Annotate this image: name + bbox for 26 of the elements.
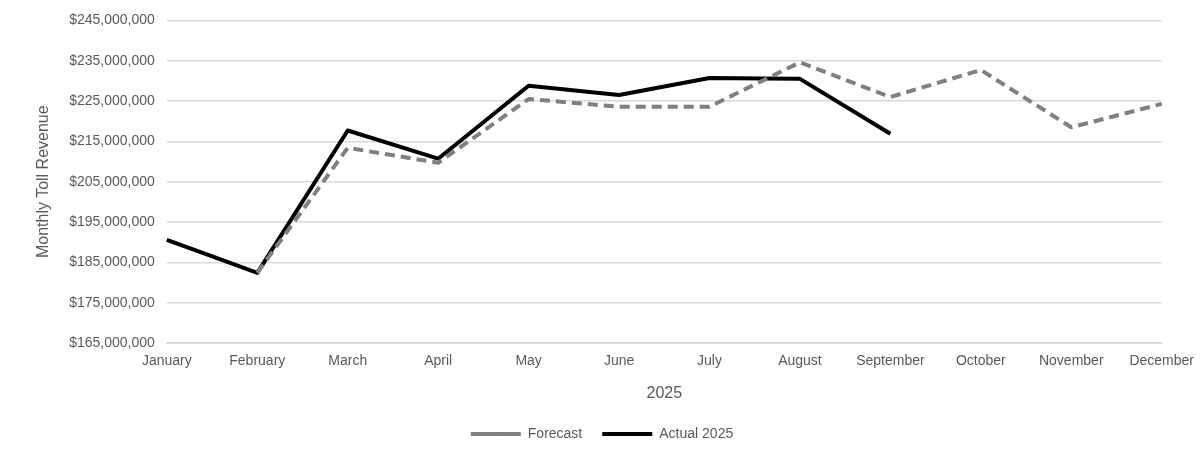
legend-label: Actual 2025 — [659, 424, 734, 441]
y-tick-label: $165,000,000 — [69, 333, 156, 350]
y-tick-label: $215,000,000 — [69, 132, 156, 149]
line-series — [255, 60, 1164, 275]
legend-label: Forecast — [527, 424, 583, 441]
x-tick-label: July — [697, 352, 722, 369]
x-tick-label: June — [603, 352, 635, 369]
y-axis-title: Monthly Toll Revenue — [34, 105, 52, 259]
x-tick-label: January — [141, 352, 192, 369]
y-tick-label: $225,000,000 — [69, 91, 156, 108]
x-tick-label: March — [328, 352, 368, 369]
x-tick-label: December — [1129, 352, 1195, 369]
x-tick-label: February — [229, 352, 286, 369]
x-tick-label: November — [1038, 352, 1104, 369]
x-axis-title: 2025 — [646, 383, 683, 401]
x-tick-label: April — [424, 352, 453, 369]
x-tick-label: May — [515, 352, 542, 369]
x-tick-label: August — [778, 352, 822, 369]
y-tick-label: $235,000,000 — [69, 51, 156, 68]
y-tick-label: $205,000,000 — [69, 172, 156, 189]
y-tick-label: $175,000,000 — [69, 293, 156, 310]
y-tick-label: $245,000,000 — [69, 11, 156, 28]
x-tick-label: September — [856, 352, 925, 369]
y-tick-label: $185,000,000 — [69, 253, 156, 270]
y-tick-label: $195,000,000 — [69, 212, 156, 229]
x-tick-label: October — [955, 352, 1007, 369]
